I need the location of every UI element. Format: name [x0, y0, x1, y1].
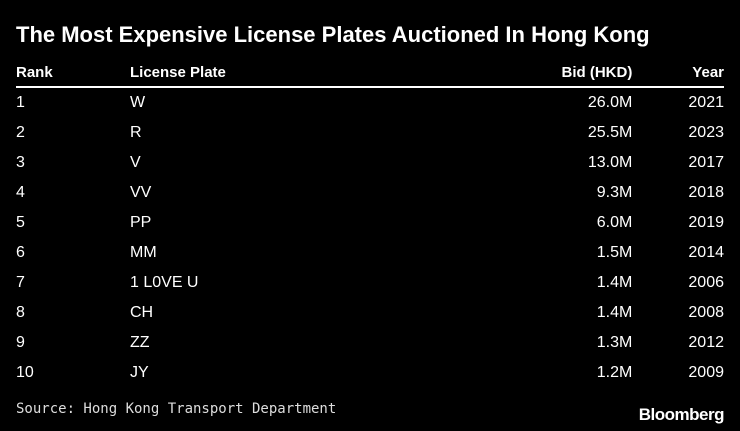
column-header: Bid (HKD)	[450, 58, 633, 88]
row: 5 PP 6.0M 2019	[16, 208, 724, 238]
title: The Most Expensive License Plates Auctio…	[16, 22, 650, 47]
row: 3 V 13.0M 2017	[16, 148, 724, 178]
row: 9 ZZ 1.3M 2012	[16, 328, 724, 358]
row: 1 W 26.0M 2021	[16, 87, 724, 118]
cell: 1	[16, 94, 25, 111]
cell: 9.3M	[596, 184, 633, 201]
cell: 2017	[688, 154, 724, 171]
header-row: Rank License Plate Bid (HKD) Year	[16, 58, 724, 88]
cell: 26.0M	[587, 94, 633, 111]
brand: Bloomberg	[638, 405, 725, 424]
cell: 2019	[688, 214, 724, 231]
cell: 25.5M	[587, 124, 633, 141]
cell: 7	[16, 274, 25, 291]
cell: 1.5M	[596, 244, 633, 261]
cell: V	[130, 154, 141, 171]
cell: W	[130, 94, 146, 111]
cell: 6.0M	[596, 214, 633, 231]
cell: ZZ	[130, 334, 150, 351]
cell: R	[130, 124, 142, 141]
cell: CH	[130, 304, 154, 321]
cell: 13.0M	[587, 154, 633, 171]
cell: 2021	[688, 94, 724, 111]
column-header: License Plate	[130, 58, 450, 88]
cell: 2006	[688, 274, 724, 291]
row: 10 JY 1.2M 2009	[16, 358, 724, 388]
row: 7 1 L0VE U 1.4M 2006	[16, 268, 724, 298]
source: Source: Hong Kong Transport Department	[16, 401, 337, 417]
row: 4 VV 9.3M 2018	[16, 178, 724, 208]
row: 6 MM 1.5M 2014	[16, 238, 724, 268]
cell: VV	[130, 184, 152, 201]
cell: 5	[16, 214, 25, 231]
cell: 2023	[688, 124, 724, 141]
cell: 1.4M	[596, 304, 633, 321]
column-header: Year	[632, 58, 724, 88]
cell: 10	[16, 364, 34, 381]
cell: 2	[16, 124, 25, 141]
cell: 1.3M	[596, 334, 633, 351]
row: 2 R 25.5M 2023	[16, 118, 724, 148]
cell: 3	[16, 154, 25, 171]
cell: 9	[16, 334, 25, 351]
cell: 1.2M	[596, 364, 633, 381]
cell: MM	[130, 244, 157, 261]
cell: 1.4M	[596, 274, 633, 291]
table: Rank License Plate Bid (HKD) Year 1 W 26.0M 20…	[16, 58, 724, 388]
cell: 2009	[688, 364, 724, 381]
cell: 6	[16, 244, 25, 261]
cell: 2014	[688, 244, 724, 261]
column-header: Rank	[16, 58, 130, 88]
row: 8 CH 1.4M 2008	[16, 298, 724, 328]
cell: 2018	[688, 184, 724, 201]
cell: 2008	[688, 304, 724, 321]
cell: JY	[130, 364, 149, 381]
cell: PP	[130, 214, 152, 231]
cell: 2012	[688, 334, 724, 351]
cell: 8	[16, 304, 25, 321]
cell: 4	[16, 184, 25, 201]
cell: 1 L0VE U	[130, 274, 199, 291]
